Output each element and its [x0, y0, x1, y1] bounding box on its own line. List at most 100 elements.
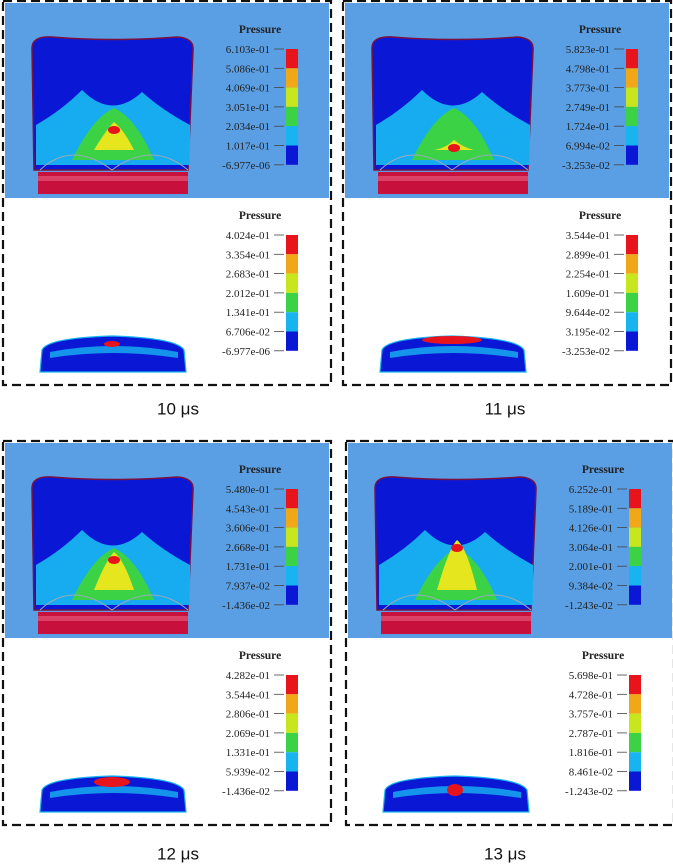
legend-label: 2.001e-01 [569, 561, 613, 573]
spheres [39, 594, 189, 611]
base-shine [38, 616, 188, 621]
legend-label: 5.939e-02 [226, 767, 270, 779]
legend-label: 7.937e-02 [226, 581, 270, 593]
legend-title: Pressure [579, 24, 621, 36]
panel-border [344, 439, 673, 827]
legend-label: 1.609e-01 [566, 288, 610, 300]
dome-cyan [390, 346, 518, 358]
legend-label: 5.086e-01 [226, 63, 270, 75]
legend-label: 4.282e-01 [226, 670, 270, 682]
legend-swatch [286, 126, 298, 146]
legend-swatch [286, 87, 298, 107]
legend-label: 6.994e-02 [566, 141, 610, 153]
pressure-yellow [94, 552, 134, 590]
legend-swatch [629, 675, 641, 695]
legend-label: 3.051e-01 [226, 102, 270, 114]
legend-swatch [626, 68, 638, 88]
base-shine [381, 616, 531, 621]
legend-label: 4.543e-01 [226, 503, 270, 515]
panel: Pressure 6.252e-01 5.189e-01 4.126e-01 3.064… [344, 439, 673, 827]
legend-swatch [286, 145, 298, 165]
legend-label: 3.195e-02 [566, 327, 610, 339]
caption: 13 μs [484, 844, 526, 863]
legend-swatch [626, 254, 638, 274]
legend-swatch [629, 585, 641, 605]
legend-swatch [286, 254, 298, 274]
legend-label: 1.724e-01 [566, 121, 610, 133]
legend-swatch [626, 312, 638, 332]
pressure-yellow [437, 540, 477, 590]
legend-label: 1.341e-01 [226, 307, 270, 319]
legend-title: Pressure [239, 650, 281, 662]
legend-swatch [629, 508, 641, 528]
legend-label: 2.069e-01 [226, 728, 270, 740]
legend-label: 6.706e-02 [226, 327, 270, 339]
legend-swatch [626, 292, 638, 313]
legend-label: 3.773e-01 [566, 83, 610, 95]
base-shine [378, 176, 528, 181]
legend-label: 2.749e-01 [566, 102, 610, 114]
legend-swatch [626, 126, 638, 146]
legend-label: 8.461e-02 [569, 767, 613, 779]
pressure-red [108, 126, 120, 134]
legend-label: 2.254e-01 [566, 269, 610, 281]
legend-swatch [286, 732, 298, 753]
legend-title: Pressure [239, 24, 281, 36]
legend-label: -3.253e-02 [562, 160, 610, 172]
legend-swatch [286, 694, 298, 714]
legend-swatch [286, 312, 298, 332]
legend-label: -6.977e-06 [222, 160, 270, 172]
legend-label: -1.436e-02 [222, 786, 270, 798]
legend-swatch [286, 527, 298, 547]
legend-label: 2.668e-01 [226, 542, 270, 554]
legend-swatch [286, 292, 298, 313]
legend-swatch [626, 145, 638, 165]
legend-title: Pressure [579, 210, 621, 222]
legend-swatch [626, 49, 638, 69]
panel-border [1, 0, 333, 387]
caption: 12 μs [157, 844, 199, 863]
caption: 11 μs [485, 399, 526, 418]
spheres [382, 594, 532, 611]
legend-label: 1.017e-01 [226, 141, 270, 153]
legend-swatch [286, 508, 298, 528]
legend-label: 3.544e-01 [226, 689, 270, 701]
pressure-yellow [94, 122, 134, 150]
legend-label: 5.189e-01 [569, 503, 613, 515]
legend-label: 4.798e-01 [566, 63, 610, 75]
legend-label: 2.899e-01 [566, 249, 610, 261]
legend-label: 2.806e-01 [226, 709, 270, 721]
legend-label: -1.243e-02 [565, 600, 613, 612]
legend-label: 3.354e-01 [226, 249, 270, 261]
legend-swatch [286, 489, 298, 509]
legend-swatch [629, 694, 641, 714]
legend-label: 2.787e-01 [569, 728, 613, 740]
legend-label: 9.384e-02 [569, 581, 613, 593]
base-plate [38, 172, 188, 194]
caption: 10 μs [157, 399, 199, 418]
dome-cyan [50, 786, 178, 798]
legend-label: -6.977e-06 [222, 346, 270, 358]
legend-label: 2.683e-01 [226, 269, 270, 281]
legend-swatch [286, 752, 298, 772]
base-plate [38, 612, 188, 634]
pressure-red [451, 544, 463, 552]
dome [39, 775, 187, 813]
base-shine [38, 176, 188, 181]
legend-swatch [286, 68, 298, 88]
legend-label: 1.816e-01 [569, 747, 613, 759]
dome-hot [422, 336, 482, 344]
legend-swatch [626, 106, 638, 127]
legend-swatch [286, 585, 298, 605]
legend-swatch [626, 273, 638, 293]
legend-label: 9.644e-02 [566, 307, 610, 319]
legend-swatch [626, 235, 638, 255]
spheres [39, 154, 189, 171]
base-plate [378, 172, 528, 194]
legend-label: 3.544e-01 [566, 230, 610, 242]
legend-swatch [629, 713, 641, 733]
legend-title: Pressure [582, 464, 624, 476]
legend-swatch [286, 106, 298, 127]
dome-hot [447, 784, 463, 796]
